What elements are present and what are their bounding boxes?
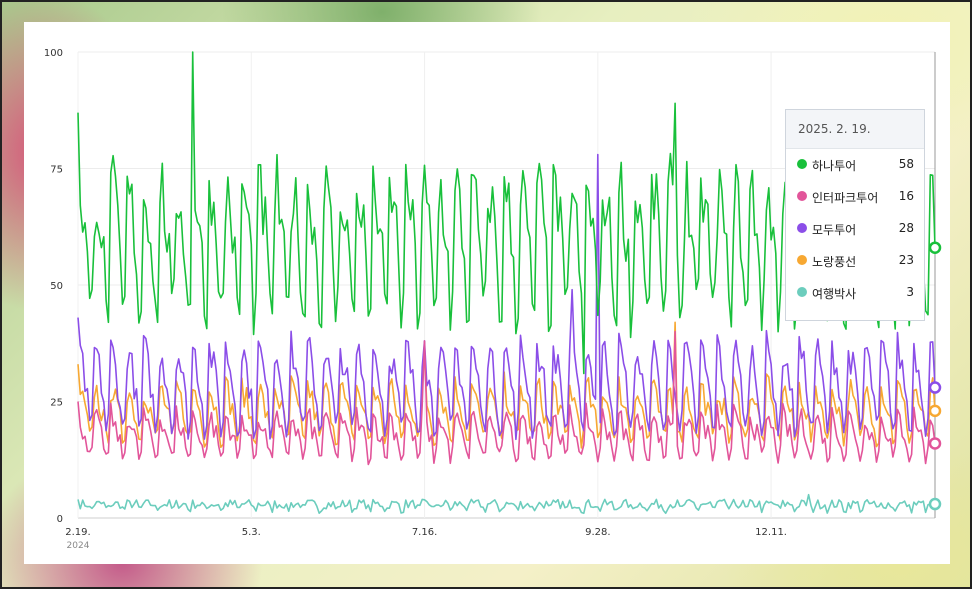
y-tick-label: 100 bbox=[44, 48, 63, 59]
tooltip-series-value: 16 bbox=[898, 189, 914, 203]
legend-dot-icon bbox=[797, 159, 807, 169]
tooltip-row-hanatour: 하나투어 58 bbox=[786, 149, 924, 181]
tooltip-series-value: 3 bbox=[906, 285, 914, 299]
tooltip-series-name: 노랑풍선 bbox=[812, 255, 857, 269]
legend-dot-icon bbox=[797, 255, 807, 265]
x-tick-label: 7.16. bbox=[412, 527, 437, 538]
tooltip-series-value: 23 bbox=[898, 253, 914, 267]
legend-dot-icon bbox=[797, 191, 807, 201]
chart-tooltip: 2025. 2. 19. 하나투어 58 인터파크투어 16 모두투어 28 노… bbox=[785, 109, 925, 321]
y-tick-label: 25 bbox=[50, 398, 63, 409]
tooltip-date: 2025. 2. 19. bbox=[786, 110, 924, 149]
y-tick-label: 0 bbox=[57, 514, 63, 525]
tooltip-series-name: 하나투어 bbox=[812, 159, 857, 173]
tooltip-series-name: 여행박사 bbox=[812, 287, 857, 301]
series-line bbox=[77, 321, 936, 449]
tooltip-row-yellowballoon: 노랑풍선 23 bbox=[786, 245, 924, 277]
tooltip-series-value: 58 bbox=[898, 157, 914, 171]
legend-dot-icon bbox=[797, 287, 807, 297]
x-tick-label: 2.19. bbox=[65, 527, 90, 538]
tooltip-series-value: 28 bbox=[898, 221, 914, 235]
tooltip-series-name: 인터파크투어 bbox=[812, 191, 879, 205]
tooltip-series-name: 모두투어 bbox=[812, 223, 857, 237]
series-line bbox=[77, 330, 936, 466]
x-tick-label: 5.3. bbox=[242, 527, 261, 538]
y-tick-label: 50 bbox=[50, 281, 63, 292]
tooltip-row-travelbaksa: 여행박사 3 bbox=[786, 277, 924, 309]
series-end-marker bbox=[928, 404, 942, 418]
x-tick-label: 9.28. bbox=[585, 527, 610, 538]
y-tick-label: 75 bbox=[50, 165, 63, 176]
series-end-marker bbox=[928, 241, 942, 254]
series-end-marker bbox=[928, 437, 942, 450]
x-year-label: 2024 bbox=[67, 541, 90, 551]
series-line bbox=[77, 493, 936, 515]
series-line bbox=[77, 153, 936, 441]
tooltip-row-interpark: 인터파크투어 16 bbox=[786, 181, 924, 213]
series-end-marker bbox=[928, 497, 942, 511]
tooltip-row-modetour: 모두투어 28 bbox=[786, 213, 924, 245]
x-tick-label: 12.11. bbox=[755, 527, 787, 538]
legend-dot-icon bbox=[797, 223, 807, 233]
series-end-marker bbox=[928, 381, 942, 394]
